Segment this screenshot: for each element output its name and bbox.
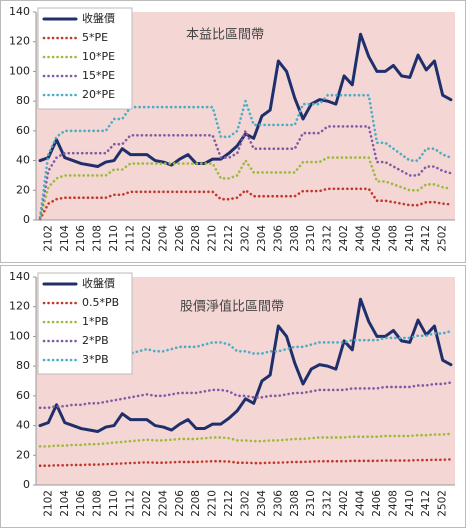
x-tick-label: 2204	[157, 225, 169, 252]
legend-label: 收盤價	[82, 11, 115, 25]
y-tick-label: 20	[16, 183, 30, 196]
legend-label: 5*PE	[82, 31, 108, 44]
chart-title: 股價淨值比區間帶	[180, 299, 284, 315]
series-line	[38, 156, 453, 220]
x-tick-label: 2108	[92, 225, 104, 252]
x-tick-label: 2212	[223, 225, 235, 252]
x-tick-label: 2406	[371, 225, 383, 252]
x-tick-label: 2404	[355, 225, 367, 252]
x-tick-label: 2112	[124, 490, 136, 517]
x-tick-label: 2308	[289, 225, 301, 252]
y-tick-label: 0	[23, 213, 30, 226]
legend-box	[37, 7, 133, 110]
y-tick-label: 60	[16, 389, 30, 402]
x-tick-label: 2210	[207, 490, 219, 517]
x-tick-label: 2310	[305, 225, 317, 252]
y-tick-label: 20	[16, 448, 30, 461]
series-line	[38, 32, 453, 169]
x-tick-label: 2304	[256, 490, 268, 517]
x-tick-label: 2402	[338, 490, 350, 517]
x-tick-label: 2402	[338, 225, 350, 252]
x-tick-label: 2204	[157, 490, 169, 517]
series-line	[38, 432, 453, 448]
x-tick-label: 2408	[387, 490, 399, 517]
y-tick-label: 40	[16, 419, 30, 432]
x-tick-label: 2104	[59, 490, 71, 517]
x-tick-label: 2202	[141, 225, 153, 252]
x-tick-label: 2210	[207, 225, 219, 252]
y-tick-label: 100	[9, 64, 30, 77]
y-tick-label: 120	[9, 300, 30, 313]
legend-label: 1*PB	[82, 315, 109, 328]
series-line	[38, 125, 453, 220]
x-tick-label: 2408	[387, 225, 399, 252]
x-tick-label: 2406	[371, 490, 383, 517]
x-tick-label: 2308	[289, 490, 301, 517]
y-tick-label: 140	[9, 270, 30, 283]
y-tick-label: 100	[9, 329, 30, 342]
x-tick-label: 2106	[75, 225, 87, 252]
x-tick-label: 2202	[141, 490, 153, 517]
series-line	[38, 297, 453, 434]
x-tick-label: 2404	[355, 490, 367, 517]
legend-label: 3*PB	[82, 353, 109, 366]
x-tick-label: 2106	[75, 490, 87, 517]
y-tick-label: 140	[9, 5, 30, 18]
x-tick-label: 2102	[42, 225, 54, 252]
x-tick-label: 2312	[322, 490, 334, 517]
legend-label: 10*PE	[82, 50, 115, 63]
legend-label: 15*PE	[82, 69, 115, 82]
series-line	[38, 93, 453, 219]
x-tick-label: 2110	[108, 225, 120, 252]
x-tick-label: 2412	[420, 225, 432, 252]
y-tick-label: 40	[16, 154, 30, 167]
legend-box	[37, 272, 133, 375]
x-tick-label: 2108	[92, 490, 104, 517]
y-tick-label: 60	[16, 124, 30, 137]
y-tick-label: 80	[16, 94, 30, 107]
legend-label: 0.5*PB	[82, 296, 119, 309]
legend-label: 收盤價	[82, 276, 115, 290]
x-tick-label: 2112	[124, 225, 136, 252]
series-line	[38, 458, 453, 467]
series-line	[38, 187, 453, 221]
legend-label: 20*PE	[82, 88, 115, 101]
series-line	[38, 381, 453, 410]
x-tick-label: 2302	[240, 490, 252, 517]
chart-panel: 0 20 40 60 80 100 120 140 2102 2104 2106 2108 2110 21…	[0, 0, 466, 263]
legend-label: 2*PB	[82, 334, 109, 347]
x-tick-label: 2104	[59, 225, 71, 252]
series-line	[38, 329, 453, 371]
x-tick-label: 2412	[420, 490, 432, 517]
y-tick-label: 120	[9, 35, 30, 48]
x-tick-label: 2206	[174, 490, 186, 517]
x-tick-label: 2310	[305, 490, 317, 517]
x-tick-label: 2410	[404, 225, 416, 252]
x-tick-label: 2208	[190, 225, 202, 252]
x-tick-label: 2212	[223, 490, 235, 517]
chart-title: 本益比區間帶	[186, 28, 264, 43]
chart-panel: 0 20 40 60 80 100 120 140 2102 2104 2106 2108 2110 21…	[0, 265, 466, 528]
x-tick-label: 2306	[272, 490, 284, 517]
x-tick-label: 2208	[190, 490, 202, 517]
x-tick-label: 2302	[240, 225, 252, 252]
x-tick-label: 2502	[437, 225, 449, 252]
x-tick-label: 2304	[256, 225, 268, 252]
x-tick-label: 2312	[322, 225, 334, 252]
x-tick-label: 2102	[42, 490, 54, 517]
x-tick-label: 2110	[108, 490, 120, 517]
y-tick-label: 80	[16, 359, 30, 372]
y-tick-label: 0	[23, 478, 30, 491]
x-tick-label: 2502	[437, 490, 449, 517]
x-tick-label: 2410	[404, 490, 416, 517]
x-tick-label: 2206	[174, 225, 186, 252]
x-tick-label: 2306	[272, 225, 284, 252]
